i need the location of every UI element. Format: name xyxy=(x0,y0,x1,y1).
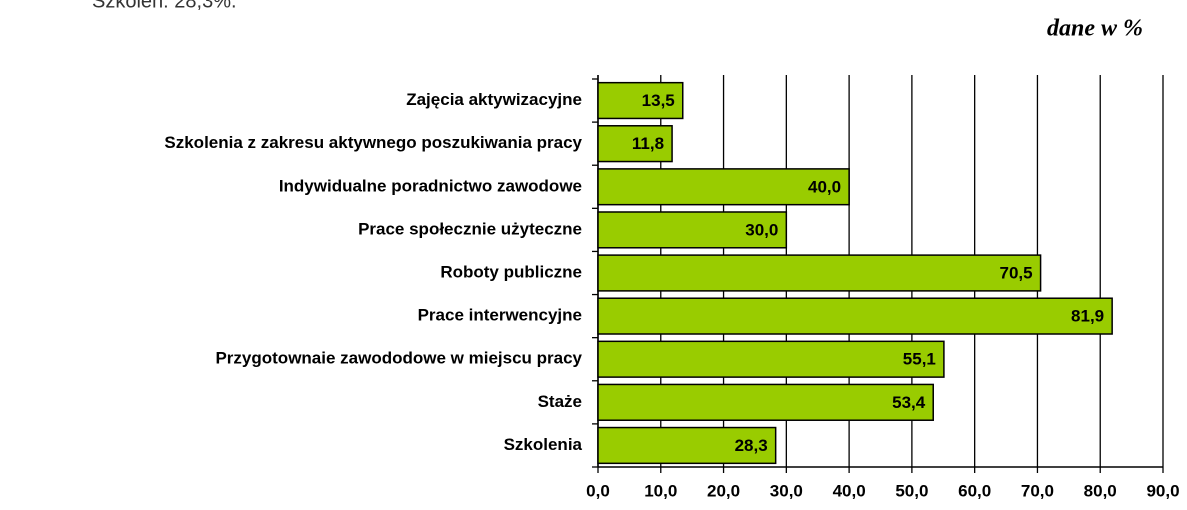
bar xyxy=(597,383,934,421)
x-tick-label: 50,0 xyxy=(895,481,928,500)
y-tick-label: Szkolenia z zakresu aktywnego poszukiwan… xyxy=(164,133,582,152)
value-label: 40,0 xyxy=(808,177,841,196)
y-tick-label: Staże xyxy=(538,392,582,411)
x-tick-label: 90,0 xyxy=(1146,481,1179,500)
x-tick-label: 70,0 xyxy=(1021,481,1054,500)
header-text: Szkoleń: 28,3%. xyxy=(92,0,237,12)
y-tick-label: Prace interwencyjne xyxy=(418,306,582,325)
bar xyxy=(597,340,945,378)
x-tick-label: 20,0 xyxy=(707,481,740,500)
value-label: 55,1 xyxy=(903,350,936,369)
y-tick-label: Prace społecznie użyteczne xyxy=(358,219,582,238)
value-label: 11,8 xyxy=(632,134,664,153)
x-tick-label: 30,0 xyxy=(770,481,803,500)
value-label: 13,5 xyxy=(642,91,675,110)
y-tick-label: Przygotownaie zawododowe w miejscu pracy xyxy=(215,349,582,368)
bar xyxy=(597,426,777,465)
y-tick-label: Szkolenia xyxy=(504,435,583,454)
y-tick-label: Roboty publiczne xyxy=(440,262,582,281)
y-tick-label: Indywidualne poradnictwo zawodowe xyxy=(279,176,582,195)
bar xyxy=(597,254,1042,292)
value-label: 53,4 xyxy=(892,393,926,412)
y-tick-label: Zajęcia aktywizacyjne xyxy=(406,90,582,109)
value-label: 81,9 xyxy=(1071,307,1104,326)
unit-note: dane w % xyxy=(1047,16,1143,42)
x-tick-label: 10,0 xyxy=(644,481,677,500)
value-label: 30,0 xyxy=(745,220,778,239)
x-tick-label: 80,0 xyxy=(1084,481,1117,500)
value-label: 70,5 xyxy=(999,263,1032,282)
x-tick-label: 60,0 xyxy=(958,481,991,500)
bar xyxy=(597,211,788,249)
bar xyxy=(597,125,673,163)
value-label: 28,3 xyxy=(735,436,768,455)
bar xyxy=(597,168,850,206)
x-tick-label: 0,0 xyxy=(586,481,610,500)
x-tick-label: 40,0 xyxy=(833,481,866,500)
bar xyxy=(597,81,684,120)
bar xyxy=(597,297,1113,335)
